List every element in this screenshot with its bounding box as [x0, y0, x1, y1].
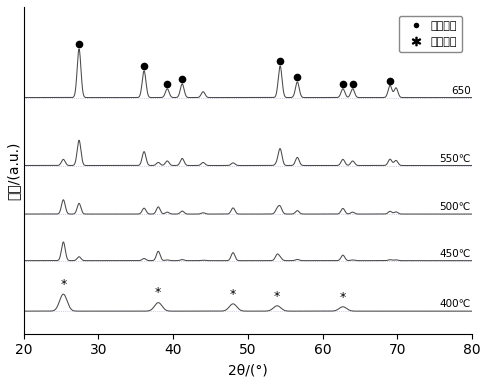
Y-axis label: 强度/(a.u.): 强度/(a.u.)	[7, 141, 21, 200]
Text: *: *	[274, 290, 280, 303]
X-axis label: 2θ/(°): 2θ/(°)	[228, 363, 268, 377]
Text: *: *	[230, 288, 236, 301]
Text: *: *	[155, 286, 162, 300]
Text: 450℃: 450℃	[439, 249, 471, 259]
Text: 650: 650	[451, 86, 471, 96]
Text: *: *	[340, 291, 346, 303]
Text: 500℃: 500℃	[440, 202, 471, 212]
Text: 550℃: 550℃	[439, 154, 471, 164]
Legend: 金红石相, 锐钓矿相: 金红石相, 锐钓矿相	[399, 16, 462, 53]
Text: 400℃: 400℃	[440, 299, 471, 309]
Text: *: *	[60, 278, 66, 291]
